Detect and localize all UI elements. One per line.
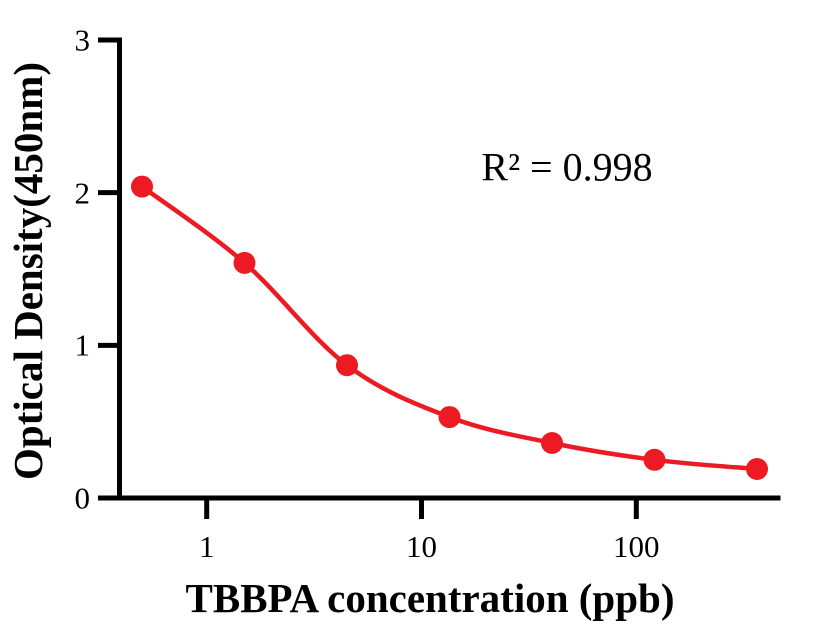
data-point-marker <box>438 406 461 429</box>
data-point-marker <box>643 448 666 471</box>
axis-spines <box>117 37 781 501</box>
r-squared-annotation: R² = 0.998 <box>481 144 653 190</box>
x-tick-label: 10 <box>406 529 437 564</box>
x-axis-title: TBBPA concentration (ppb) <box>185 575 675 621</box>
data-point-marker <box>131 175 153 198</box>
x-tick-label: 100 <box>613 529 660 564</box>
data-points-group <box>131 175 768 480</box>
y-tick-label: 2 <box>74 175 91 211</box>
data-point-marker <box>746 458 768 480</box>
axis-tick-marks <box>98 37 639 519</box>
data-point-marker <box>233 251 256 274</box>
x-tick-label: 1 <box>198 529 215 564</box>
y-axis-title: Optical Density(450nm) <box>5 62 51 480</box>
data-point-marker <box>541 432 563 454</box>
data-point-marker <box>336 354 358 377</box>
y-tick-label: 3 <box>74 22 91 58</box>
y-tick-label: 1 <box>74 327 91 363</box>
y-tick-label: 0 <box>74 480 91 516</box>
